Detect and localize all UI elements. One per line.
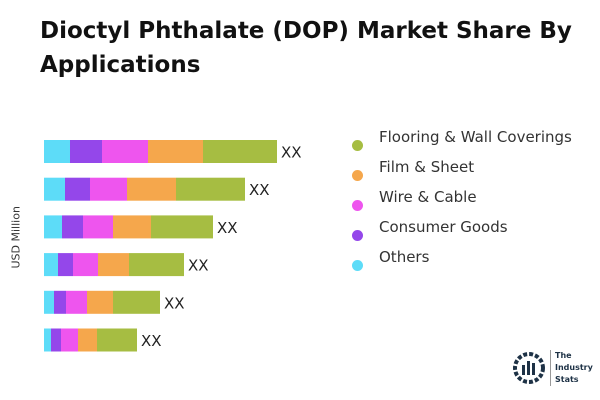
bar-segment (58, 253, 73, 277)
bar-segment (98, 253, 129, 277)
bar-segment (83, 215, 113, 239)
legend-marker-icon (352, 169, 363, 181)
legend-item: Wire & Cable (352, 186, 572, 216)
bar-segment (129, 253, 184, 277)
data-label: XX (217, 219, 238, 237)
bar-segment (70, 140, 102, 163)
legend-item: Others (352, 246, 572, 276)
bar-segment (78, 328, 97, 352)
bar-segment (62, 215, 83, 239)
bar-segment (73, 253, 98, 277)
bar-group: XX (44, 215, 238, 239)
legend-label: Others (379, 248, 430, 266)
bar-group: XX (44, 253, 209, 277)
legend-label: Film & Sheet (379, 158, 475, 176)
gear-logo-icon (513, 352, 545, 384)
bar-segment (44, 253, 58, 277)
bar-segment (176, 177, 245, 201)
data-label: XX (188, 257, 209, 275)
bar-group: XX (44, 140, 302, 163)
legend-marker-icon (352, 199, 363, 211)
bar-segment (113, 215, 151, 239)
bar-group: XX (44, 290, 185, 314)
legend-marker-icon (352, 139, 363, 151)
data-label: XX (141, 332, 162, 350)
data-label: XX (164, 294, 185, 312)
bar-segment (151, 215, 213, 239)
logo-text: The (555, 351, 572, 360)
legend: Flooring & Wall Coverings Film & Sheet Wir… (352, 126, 572, 276)
bar-segment (148, 140, 203, 163)
bar-segment (203, 140, 277, 163)
bar-segment (97, 328, 137, 352)
bar-segment (61, 328, 78, 352)
legend-item: Consumer Goods (352, 216, 572, 246)
bar-segment (113, 290, 160, 314)
bar-segment (44, 140, 70, 163)
bar-segment (66, 290, 87, 314)
data-label: XX (281, 144, 302, 162)
data-label: XX (249, 181, 270, 199)
bar-segment (51, 328, 61, 352)
logo-text: Industry (555, 363, 593, 372)
bar-group: XX (44, 328, 162, 352)
legend-marker-icon (352, 229, 363, 241)
logo: The Industry Stats (512, 350, 593, 386)
bar-segment (44, 215, 62, 239)
logo-text: Stats (555, 375, 579, 384)
bar-segment (87, 290, 113, 314)
legend-marker-icon (352, 259, 363, 271)
legend-label: Consumer Goods (379, 218, 508, 236)
legend-label: Wire & Cable (379, 188, 477, 206)
bar-segment (44, 290, 54, 314)
bar-segment (44, 328, 51, 352)
bar-segment (127, 177, 176, 201)
legend-label: Flooring & Wall Coverings (379, 128, 572, 146)
legend-item: Flooring & Wall Coverings (352, 126, 572, 156)
legend-item: Film & Sheet (352, 156, 572, 186)
bar-group: XX (44, 177, 270, 201)
bar-segment (102, 140, 148, 163)
bar-segment (44, 177, 65, 201)
bar-segment (65, 177, 90, 201)
bar-segment (90, 177, 127, 201)
bar-segment (54, 290, 66, 314)
chart-title: Dioctyl Phthalate (DOP) Market Share By … (40, 18, 572, 78)
